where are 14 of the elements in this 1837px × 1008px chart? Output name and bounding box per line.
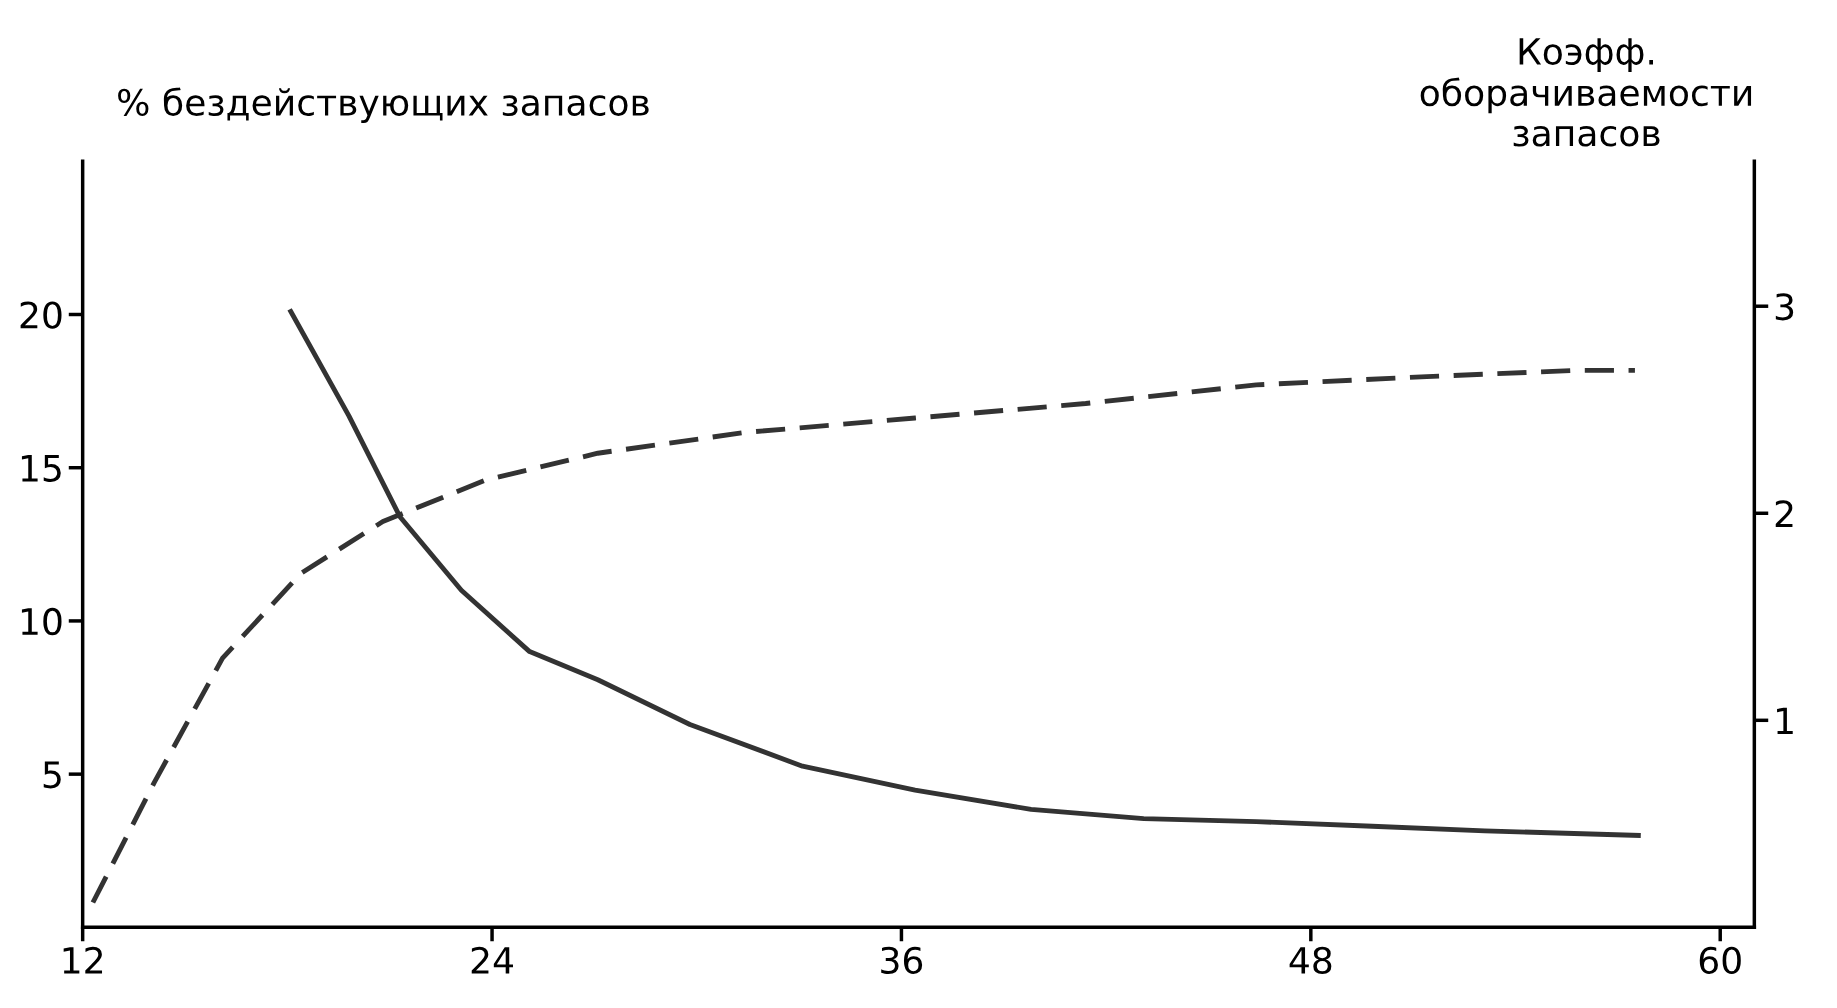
x-tick-label: 12 <box>63 946 103 974</box>
x-tick-label: 36 <box>881 946 923 975</box>
y-tick-label: 15 <box>21 455 61 482</box>
y-tick-label: 10 <box>21 607 62 636</box>
y2-tick-label: 2 <box>1775 500 1793 527</box>
y2-tick-label: 3 <box>1775 293 1794 321</box>
y2-axis-title: Коэфф. оборачиваемости запасов <box>1420 38 1752 147</box>
y-tick-label: 20 <box>20 301 62 329</box>
x-tick-label: 24 <box>471 946 513 974</box>
y-tick-label: 5 <box>43 761 61 789</box>
y-axis-title: % бездействующих запасов <box>118 87 649 123</box>
x-tick-label: 60 <box>1699 946 1741 975</box>
x-tick-label: 48 <box>1289 946 1332 975</box>
y2-tick-label: 1 <box>1777 707 1793 735</box>
